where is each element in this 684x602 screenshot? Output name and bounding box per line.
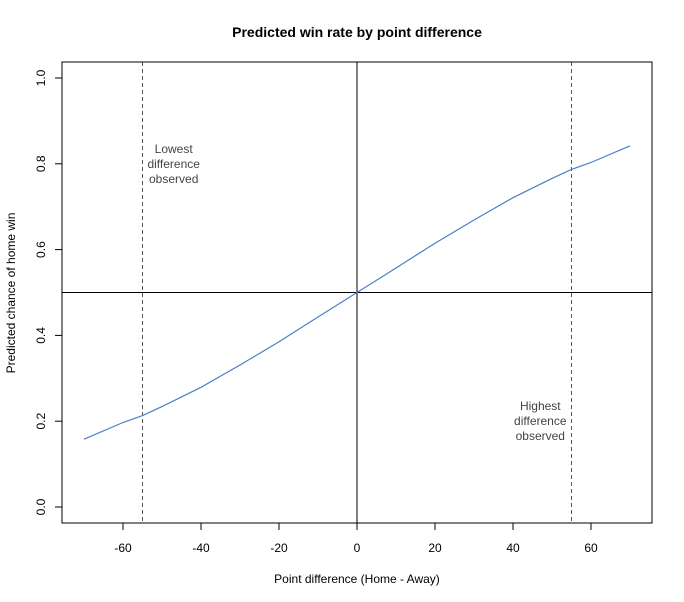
- y-tick-label-4: 0.8: [34, 155, 48, 172]
- x-axis-label: Point difference (Home - Away): [274, 572, 440, 586]
- x-tick-label-4: 20: [428, 541, 442, 555]
- y-tick-label-1: 0.2: [34, 413, 48, 430]
- x-tick-label-2: -20: [270, 541, 288, 555]
- y-tick-label-3: 0.6: [34, 241, 48, 258]
- annotation-0-line-1: difference: [147, 157, 200, 171]
- annotation-1-line-2: observed: [516, 429, 565, 443]
- annotation-0-line-0: Lowest: [155, 142, 194, 156]
- annotation-0-line-2: observed: [149, 172, 198, 186]
- y-tick-label-0: 0.0: [34, 498, 48, 515]
- x-axis: -60 -40 -20 0 20 40 60: [114, 523, 598, 555]
- chart-title: Predicted win rate by point difference: [232, 24, 482, 40]
- x-tick-label-3: 0: [354, 541, 361, 555]
- y-axis-label: Predicted chance of home win: [4, 213, 18, 374]
- x-tick-label-0: -60: [114, 541, 132, 555]
- annotation-1-line-1: difference: [514, 414, 567, 428]
- y-axis: 0.0 0.2 0.4 0.6 0.8 1.0: [34, 69, 62, 515]
- x-tick-label-1: -40: [192, 541, 210, 555]
- annotations: LowestdifferenceobservedHighestdifferenc…: [147, 142, 566, 443]
- x-tick-label-6: 60: [584, 541, 598, 555]
- series-line-0: [83, 145, 631, 440]
- x-tick-label-5: 40: [506, 541, 520, 555]
- y-tick-label-2: 0.4: [34, 327, 48, 344]
- series-layer: [83, 145, 631, 440]
- annotation-1-line-0: Highest: [520, 399, 561, 413]
- y-tick-label-5: 1.0: [34, 69, 48, 86]
